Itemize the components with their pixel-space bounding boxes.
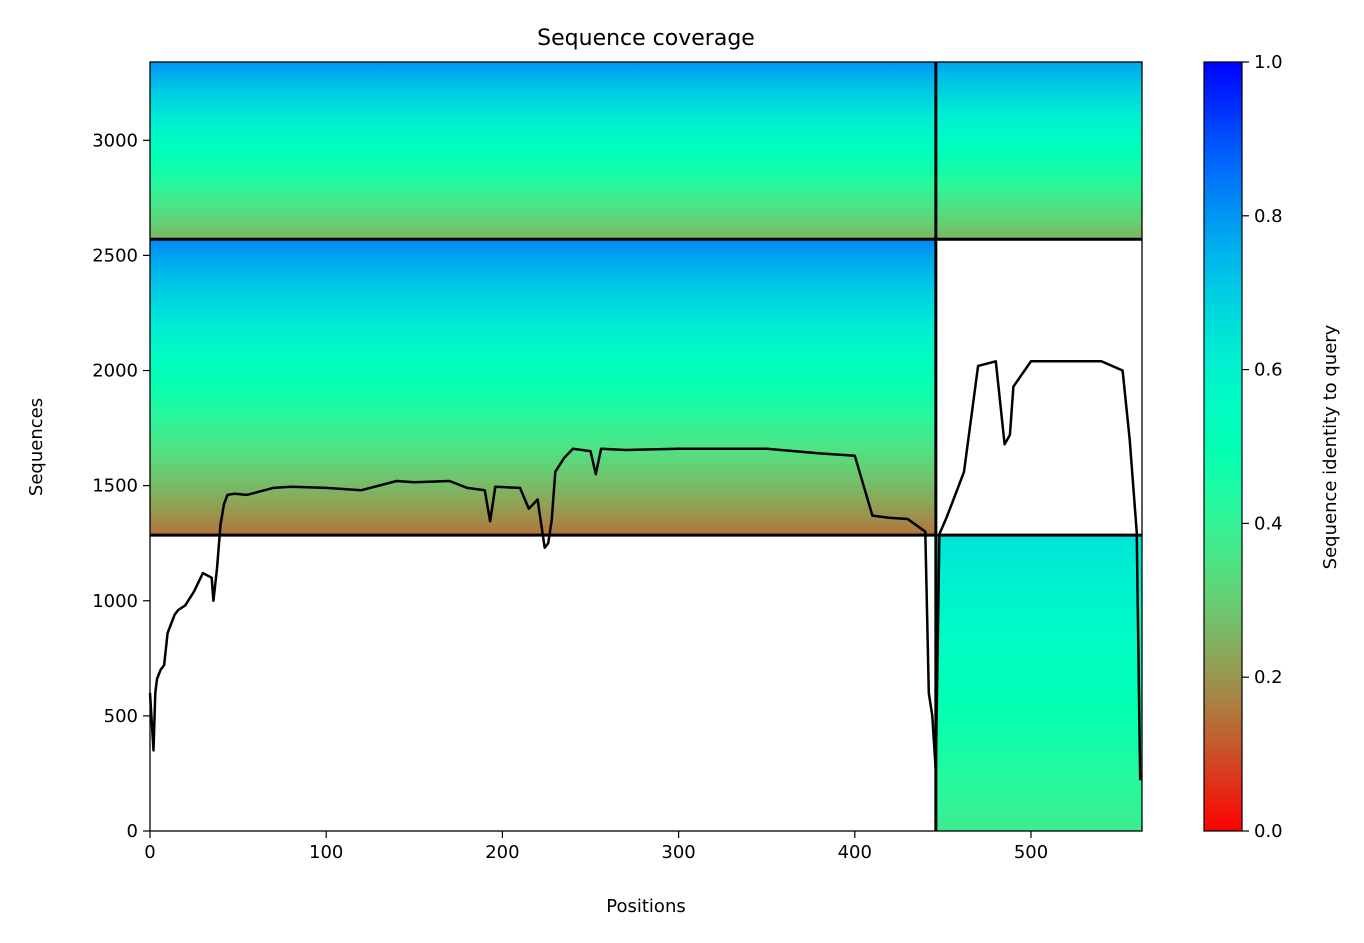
coverage-block: [935, 535, 1142, 831]
y-tick-label: 0: [127, 821, 138, 842]
y-tick-label: 1000: [92, 591, 138, 612]
y-tick-label: 1500: [92, 476, 138, 497]
x-axis-label: Positions: [606, 896, 685, 917]
colorbar: 0.0 0.2 0.4 0.6 0.8 1.0: [1203, 52, 1283, 842]
y-axis-label: Sequences: [26, 398, 47, 496]
x-tick-label: 200: [485, 842, 519, 863]
colorbar-tick-label: 0.0: [1254, 821, 1283, 842]
y-tick-label: 2000: [92, 361, 138, 382]
colorbar-tick-label: 0.4: [1254, 513, 1283, 534]
plot-area: 0 100 200 300 400 500 0 500 1000 1500 2000 2500 3000: [92, 61, 1143, 863]
colorbar-gradient: [1203, 61, 1243, 832]
x-tick-label: 100: [309, 842, 343, 863]
colorbar-tick-label: 0.8: [1254, 206, 1283, 227]
x-tick-label: 400: [838, 842, 872, 863]
colorbar-tick-label: 0.6: [1254, 360, 1283, 381]
colorbar-tick-label: 0.2: [1254, 667, 1283, 688]
coverage-line: [148, 360, 1142, 781]
coverage-block: [935, 62, 1142, 240]
coverage-block: [150, 62, 936, 240]
chart-title: Sequence coverage: [537, 26, 755, 51]
colorbar-label: Sequence identity to query: [1320, 324, 1341, 569]
x-tick-label: 300: [661, 842, 695, 863]
x-tick-label: 500: [1014, 842, 1048, 863]
y-tick-label: 2500: [92, 245, 138, 266]
colorbar-tick-label: 1.0: [1254, 52, 1283, 73]
coverage-block: [150, 239, 936, 536]
y-tick-label: 3000: [92, 130, 138, 151]
x-tick-label: 0: [144, 842, 155, 863]
y-tick-label: 500: [104, 706, 138, 727]
plot-frame: [149, 61, 1143, 832]
